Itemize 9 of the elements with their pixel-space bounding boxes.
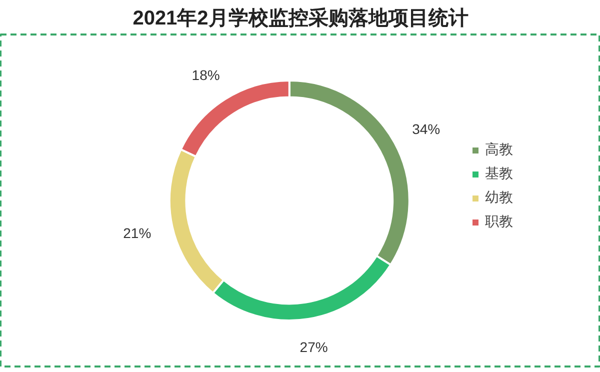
legend-label: 高教 — [485, 141, 513, 159]
legend-label: 基教 — [485, 165, 513, 183]
data-label: 34% — [412, 121, 440, 138]
data-label: 21% — [123, 224, 152, 241]
legend-label: 职教 — [485, 213, 513, 231]
data-label: 27% — [300, 339, 328, 356]
chart-title: 2021年2月学校监控采购落地项目统计 — [132, 6, 468, 30]
data-label: 18% — [192, 67, 220, 84]
legend-label: 幼教 — [485, 189, 513, 207]
